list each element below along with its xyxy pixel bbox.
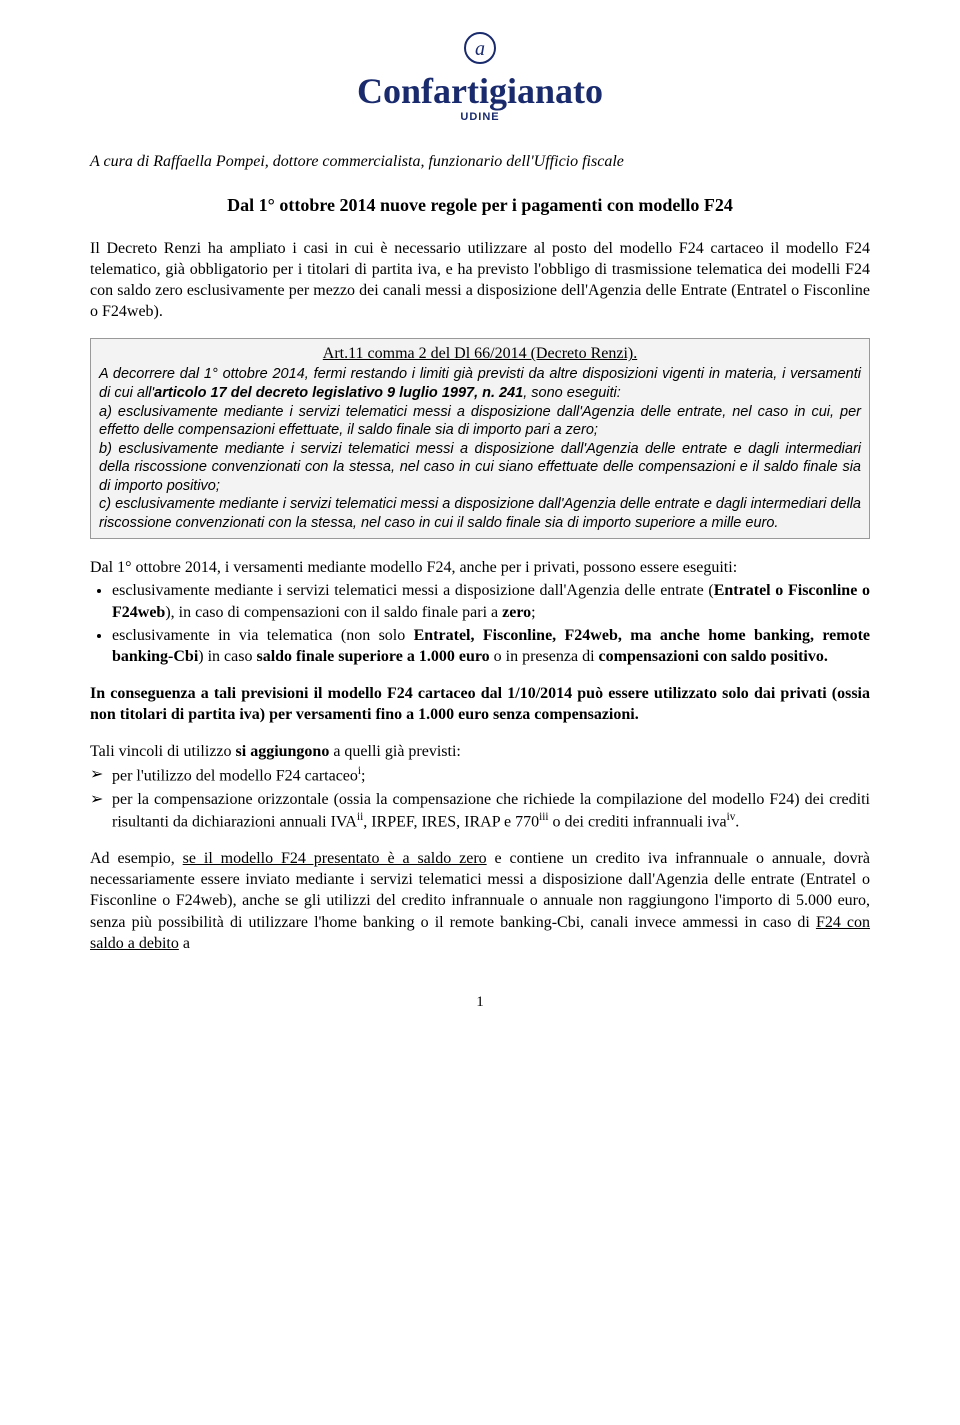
consequence-paragraph: In conseguenza a tali previsioni il mode… bbox=[90, 683, 870, 725]
list-item: per la compensazione orizzontale (ossia … bbox=[112, 789, 870, 833]
bullet-list: esclusivamente mediante i servizi telema… bbox=[90, 580, 870, 666]
logo-wordmark: Confartigianato bbox=[90, 73, 870, 109]
law-citation-box: Art.11 comma 2 del Dl 66/2014 (Decreto R… bbox=[90, 338, 870, 539]
logo-subtext: UDINE bbox=[90, 111, 870, 123]
law-title: Art.11 comma 2 del Dl 66/2014 (Decreto R… bbox=[99, 345, 861, 363]
list-item: esclusivamente mediante i servizi telema… bbox=[112, 580, 870, 622]
after-box-lead: Dal 1° ottobre 2014, i versamenti median… bbox=[90, 557, 870, 578]
page-number: 1 bbox=[90, 994, 870, 1011]
chevron-list: per l'utilizzo del modello F24 cartaceoi… bbox=[90, 764, 870, 832]
law-body: A decorrere dal 1° ottobre 2014, fermi r… bbox=[99, 365, 861, 532]
list-item: esclusivamente in via telematica (non so… bbox=[112, 625, 870, 667]
list-item: per l'utilizzo del modello F24 cartaceoi… bbox=[112, 764, 870, 786]
vincoli-lead: Tali vincoli di utilizzo si aggiungono a… bbox=[90, 741, 870, 762]
law-body-ref: articolo 17 del decreto legislativo 9 lu… bbox=[154, 385, 523, 401]
law-body-post: , sono eseguiti: a) esclusivamente media… bbox=[99, 385, 861, 531]
author-line: A cura di Raffaella Pompei, dottore comm… bbox=[90, 153, 870, 171]
document-title: Dal 1° ottobre 2014 nuove regole per i p… bbox=[90, 195, 870, 216]
logo-block: a Confartigianato UDINE bbox=[90, 30, 870, 123]
example-paragraph: Ad esempio, se il modello F24 presentato… bbox=[90, 848, 870, 954]
logo-mark-icon: a bbox=[462, 30, 498, 71]
svg-text:a: a bbox=[475, 38, 485, 60]
page: a Confartigianato UDINE A cura di Raffae… bbox=[0, 0, 960, 1051]
intro-paragraph: Il Decreto Renzi ha ampliato i casi in c… bbox=[90, 238, 870, 322]
